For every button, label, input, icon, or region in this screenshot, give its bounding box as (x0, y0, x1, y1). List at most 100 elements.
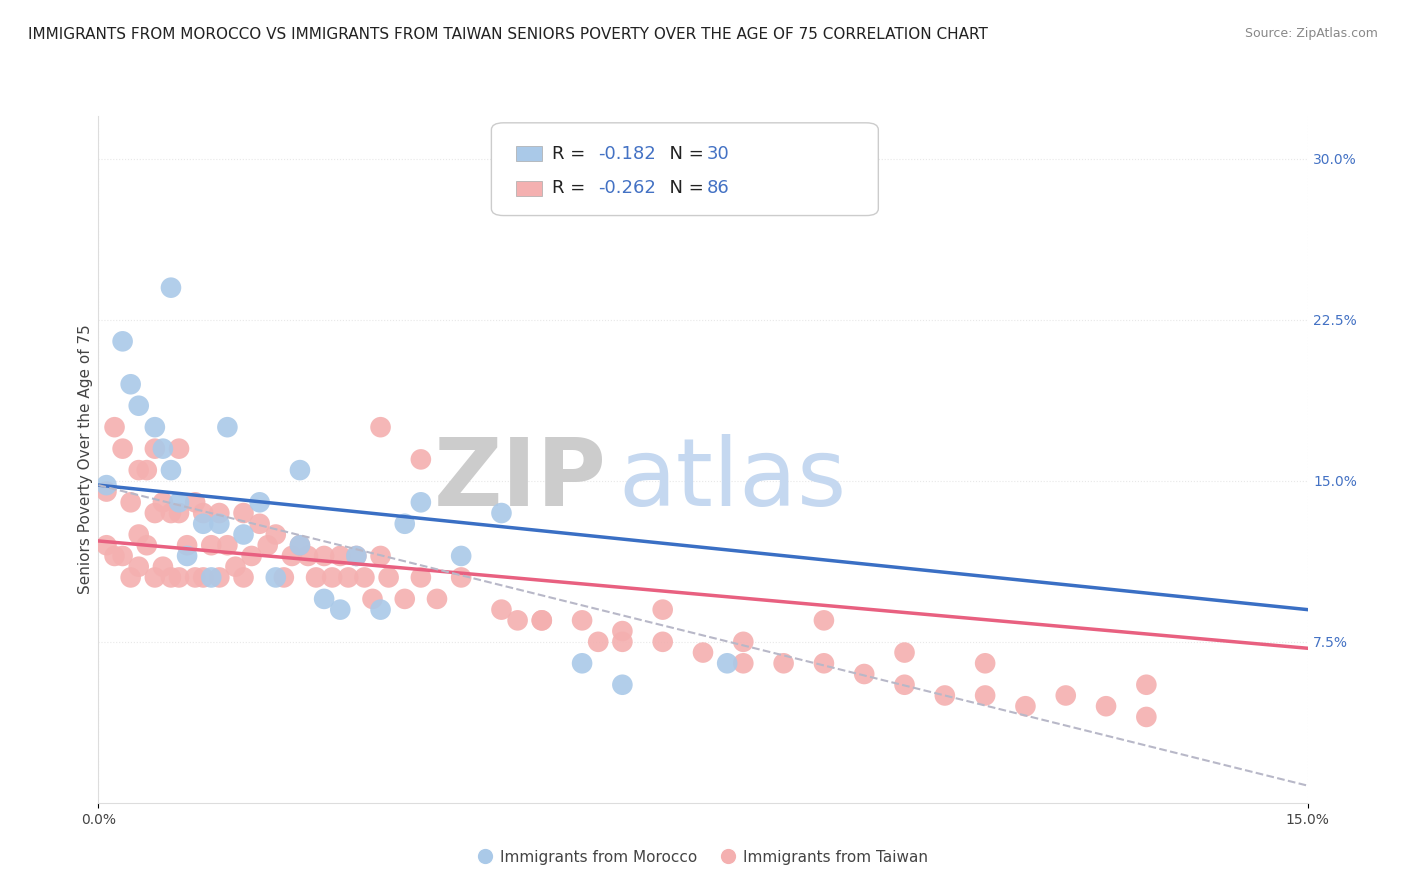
Point (329, 602, 352, 616)
Point (200, 570, 222, 584)
Point (409, 570, 432, 584)
Point (314, 591, 336, 606)
Point (612, 624, 634, 639)
Point (394, 591, 416, 606)
Point (651, 602, 673, 616)
Point (184, 495, 207, 509)
Point (120, 377, 142, 392)
Point (1135, 678, 1157, 692)
Point (344, 549, 367, 563)
Point (772, 657, 794, 671)
Text: -0.262: -0.262 (598, 179, 655, 197)
Point (361, 591, 384, 606)
Point (305, 570, 328, 584)
Point (128, 399, 150, 413)
Point (111, 549, 134, 563)
Point (249, 495, 271, 509)
Point (200, 538, 222, 552)
Point (176, 538, 198, 552)
Point (813, 613, 835, 627)
Point (152, 559, 174, 574)
Point (224, 559, 246, 574)
Point (143, 442, 166, 456)
Point (208, 516, 231, 531)
Point (128, 463, 150, 477)
Point (288, 538, 311, 552)
Point (232, 570, 254, 584)
Point (143, 420, 166, 434)
Point (160, 281, 183, 295)
Point (344, 549, 367, 563)
Point (264, 527, 287, 541)
Point (249, 516, 271, 531)
Point (934, 689, 956, 703)
Text: Source: ZipAtlas.com: Source: ZipAtlas.com (1244, 27, 1378, 40)
Point (111, 442, 134, 456)
Text: 30: 30 (707, 145, 730, 162)
Point (571, 657, 593, 671)
Point (377, 570, 399, 584)
Point (409, 452, 432, 467)
Point (128, 559, 150, 574)
Point (893, 646, 915, 660)
Point (450, 570, 472, 584)
Point (450, 549, 472, 563)
Point (128, 527, 150, 541)
Point (426, 591, 449, 606)
Point (208, 506, 231, 520)
Point (256, 538, 278, 552)
Point (143, 506, 166, 520)
Point (314, 549, 336, 563)
Point (716, 657, 738, 671)
Text: R =: R = (551, 179, 591, 197)
Point (160, 570, 183, 584)
Point (813, 657, 835, 671)
Point (167, 570, 190, 584)
Text: 86: 86 (707, 179, 730, 197)
Point (612, 635, 634, 649)
Legend: Immigrants from Morocco, Immigrants from Taiwan: Immigrants from Morocco, Immigrants from… (471, 844, 935, 871)
Point (853, 667, 876, 681)
Point (321, 570, 343, 584)
Point (232, 506, 254, 520)
Point (491, 602, 513, 616)
Point (193, 516, 215, 531)
Point (152, 495, 174, 509)
Point (167, 495, 190, 509)
Point (167, 506, 190, 520)
Point (394, 516, 416, 531)
Point (571, 613, 593, 627)
Point (160, 463, 183, 477)
Point (370, 602, 392, 616)
Point (96, 484, 118, 499)
Point (370, 420, 392, 434)
Point (103, 420, 125, 434)
Point (409, 495, 432, 509)
Point (974, 689, 997, 703)
Point (120, 495, 142, 509)
Point (491, 506, 513, 520)
Point (96, 538, 118, 552)
Point (135, 463, 157, 477)
Point (152, 442, 174, 456)
Point (530, 613, 553, 627)
Point (530, 613, 553, 627)
Point (370, 549, 392, 563)
Point (120, 570, 142, 584)
Text: N =: N = (658, 179, 710, 197)
Point (329, 549, 352, 563)
Bar (516, 146, 543, 161)
Point (208, 570, 231, 584)
Point (96, 478, 118, 492)
Point (733, 635, 755, 649)
Point (692, 646, 714, 660)
Y-axis label: Seniors Poverty Over the Age of 75: Seniors Poverty Over the Age of 75 (77, 325, 93, 594)
Point (232, 527, 254, 541)
Point (506, 613, 529, 627)
Point (240, 549, 263, 563)
Point (217, 420, 239, 434)
Point (217, 538, 239, 552)
Point (893, 678, 915, 692)
Text: -0.182: -0.182 (598, 145, 655, 162)
Point (135, 538, 157, 552)
